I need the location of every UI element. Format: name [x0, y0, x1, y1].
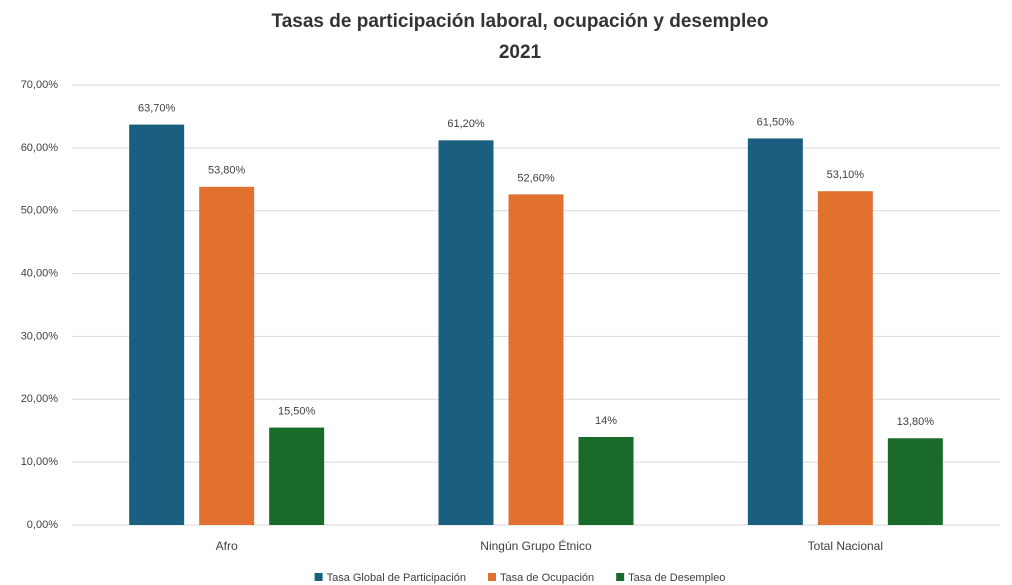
legend-swatch: [314, 573, 323, 581]
y-tick-label: 50,00%: [21, 205, 59, 217]
value-label: 53,10%: [827, 169, 865, 181]
value-label: 15,50%: [278, 405, 316, 417]
y-tick-label: 30,00%: [21, 330, 59, 342]
x-tick-label: Ningún Grupo Étnico: [480, 538, 592, 553]
bar: [747, 138, 803, 525]
y-tick-label: 60,00%: [21, 142, 59, 154]
bar: [578, 437, 634, 525]
value-label: 53,80%: [208, 165, 246, 177]
value-label: 14%: [595, 415, 617, 427]
bar: [817, 191, 873, 525]
y-tick-label: 0,00%: [27, 519, 58, 531]
legend-swatch: [488, 573, 497, 581]
bar: [887, 438, 943, 525]
y-tick-label: 10,00%: [21, 456, 59, 468]
bar: [269, 427, 325, 525]
bar: [438, 140, 494, 526]
value-label: 61,50%: [757, 116, 795, 128]
bar: [508, 194, 564, 525]
y-tick-label: 40,00%: [21, 267, 59, 279]
bar: [129, 124, 185, 525]
x-tick-label: Afro: [216, 539, 238, 553]
value-label: 61,20%: [447, 118, 485, 130]
value-label: 63,70%: [138, 103, 176, 115]
y-tick-label: 70,00%: [21, 79, 59, 91]
legend-label: Tasa de Ocupación: [500, 572, 594, 584]
chart-subtitle: 2021: [499, 42, 542, 63]
value-label: 13,80%: [897, 416, 935, 428]
legend-label: Tasa de Desempleo: [628, 572, 725, 584]
y-tick-label: 20,00%: [21, 393, 59, 405]
bar: [199, 186, 255, 526]
value-label: 52,60%: [517, 172, 555, 184]
chart-title: Tasas de participación laboral, ocupació…: [272, 11, 769, 32]
legend-swatch: [616, 573, 625, 581]
x-tick-label: Total Nacional: [808, 539, 883, 553]
legend-label: Tasa Global de Participación: [327, 572, 466, 584]
